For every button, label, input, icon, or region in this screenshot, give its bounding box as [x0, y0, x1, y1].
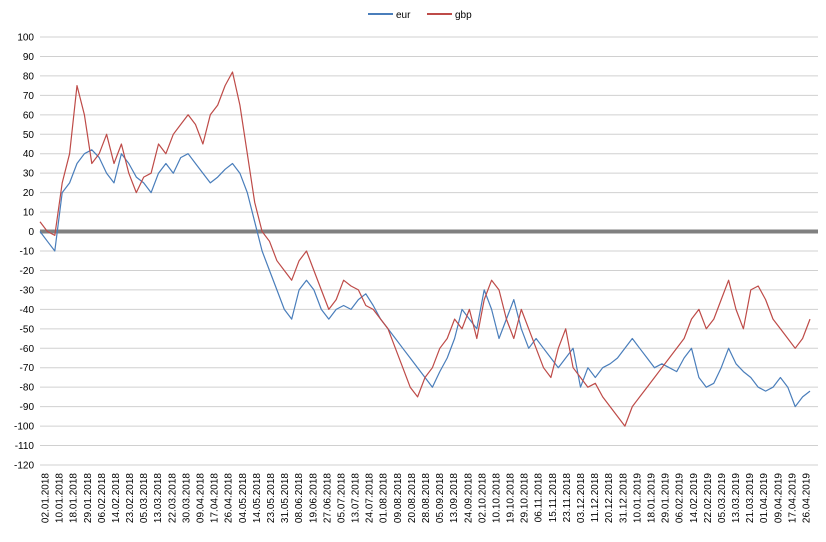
x-tick-label: 21.03.2019 — [745, 473, 756, 523]
x-tick-label: 01.04.2019 — [759, 473, 770, 523]
x-tick-label: 13.09.2018 — [449, 473, 460, 523]
x-tick-label: 28.08.2018 — [421, 473, 432, 523]
x-tick-label: 05.03.2019 — [717, 473, 728, 523]
x-tick-label: 29.10.2018 — [520, 473, 531, 523]
x-tick-label: 29.01.2018 — [83, 473, 94, 523]
x-tick-label: 13.03.2019 — [731, 473, 742, 523]
x-tick-label: 23.11.2018 — [562, 473, 573, 523]
x-tick-label: 22.03.2018 — [167, 473, 178, 523]
x-tick-label: 14.02.2018 — [111, 473, 122, 523]
legend: eur gbp — [368, 10, 472, 21]
legend-label-eur: eur — [396, 10, 411, 21]
y-tick-label: -70 — [20, 363, 35, 374]
y-tick-label: 70 — [23, 91, 35, 102]
y-axis-tick-labels: 1009080706050403020100-10-20-30-40-50-60… — [14, 33, 34, 472]
x-tick-label: 05.03.2018 — [139, 473, 150, 523]
x-tick-label: 09.04.2018 — [196, 473, 207, 523]
y-tick-label: 20 — [23, 188, 35, 199]
y-tick-label: 10 — [23, 208, 35, 219]
x-tick-label: 22.02.2019 — [703, 473, 714, 523]
y-tick-label: -90 — [20, 402, 35, 413]
x-tick-label: 06.02.2019 — [675, 473, 686, 523]
x-tick-label: 24.09.2018 — [463, 473, 474, 523]
x-tick-label: 20.08.2018 — [407, 473, 418, 523]
y-tick-label: -60 — [20, 344, 35, 355]
x-tick-label: 08.06.2018 — [294, 473, 305, 523]
x-tick-label: 26.04.2018 — [224, 473, 235, 523]
y-tick-label: 60 — [23, 110, 35, 121]
y-tick-label: -30 — [20, 285, 35, 296]
x-tick-label: 11.12.2018 — [590, 473, 601, 523]
x-axis-tick-labels: 02.01.2018 10.01.2018 18.01.2018 29.01.2018… — [41, 473, 813, 523]
x-tick-label: 19.06.2018 — [308, 473, 319, 523]
gridlines — [40, 36, 818, 466]
x-tick-label: 09.04.2019 — [773, 473, 784, 523]
y-tick-label: -80 — [20, 383, 35, 394]
x-tick-label: 03.12.2018 — [576, 473, 587, 523]
y-tick-label: 30 — [23, 169, 35, 180]
x-tick-label: 10.01.2018 — [55, 473, 66, 523]
x-tick-label: 10.10.2018 — [491, 473, 502, 523]
x-tick-label: 15.11.2018 — [548, 473, 559, 523]
x-tick-label: 05.07.2018 — [336, 473, 347, 523]
series-line-gbp — [39, 71, 811, 427]
x-tick-label: 30.03.2018 — [181, 473, 192, 523]
y-tick-label: -40 — [20, 305, 35, 316]
x-tick-label: 13.03.2018 — [153, 473, 164, 523]
y-tick-label: -50 — [20, 324, 35, 335]
x-tick-label: 18.01.2019 — [646, 473, 657, 523]
y-tick-label: -120 — [14, 461, 34, 472]
x-tick-label: 20.12.2018 — [604, 473, 615, 523]
x-tick-label: 23.05.2018 — [266, 473, 277, 523]
x-tick-label: 26.04.2019 — [802, 473, 813, 523]
x-tick-label: 24.07.2018 — [365, 473, 376, 523]
x-tick-label: 31.05.2018 — [280, 473, 291, 523]
x-tick-label: 04.05.2018 — [238, 473, 249, 523]
x-tick-label: 05.09.2018 — [435, 473, 446, 523]
series-lines — [39, 71, 811, 427]
x-tick-label: 02.10.2018 — [477, 473, 488, 523]
x-tick-label: 17.04.2018 — [210, 473, 221, 523]
x-tick-label: 06.11.2018 — [534, 473, 545, 523]
y-tick-label: 40 — [23, 149, 35, 160]
y-tick-label: 80 — [23, 71, 35, 82]
y-tick-label: -110 — [15, 441, 35, 452]
legend-label-gbp: gbp — [455, 10, 472, 21]
x-tick-label: 09.08.2018 — [393, 473, 404, 523]
x-tick-label: 14.02.2019 — [689, 473, 700, 523]
x-tick-label: 23.02.2018 — [125, 473, 136, 523]
x-tick-label: 29.01.2019 — [661, 473, 672, 523]
x-tick-label: 31.12.2018 — [618, 473, 629, 523]
y-tick-label: 100 — [17, 33, 34, 44]
x-tick-label: 18.01.2018 — [69, 473, 80, 523]
y-tick-label: 90 — [23, 52, 35, 63]
x-tick-label: 17.04.2019 — [787, 473, 798, 523]
x-tick-label: 19.10.2018 — [506, 473, 517, 523]
y-tick-label: -100 — [14, 422, 34, 433]
y-tick-label: 0 — [28, 227, 34, 238]
x-tick-label: 10.01.2019 — [632, 473, 643, 523]
x-tick-label: 01.08.2018 — [379, 473, 390, 523]
x-tick-label: 27.06.2018 — [322, 473, 333, 523]
y-tick-label: -10 — [20, 247, 35, 258]
y-tick-label: 50 — [23, 130, 35, 141]
x-tick-label: 06.02.2018 — [97, 473, 108, 523]
x-tick-label: 02.01.2018 — [41, 473, 52, 523]
x-tick-label: 14.05.2018 — [252, 473, 263, 523]
x-tick-label: 13.07.2018 — [351, 473, 362, 523]
y-tick-label: -20 — [20, 266, 35, 277]
